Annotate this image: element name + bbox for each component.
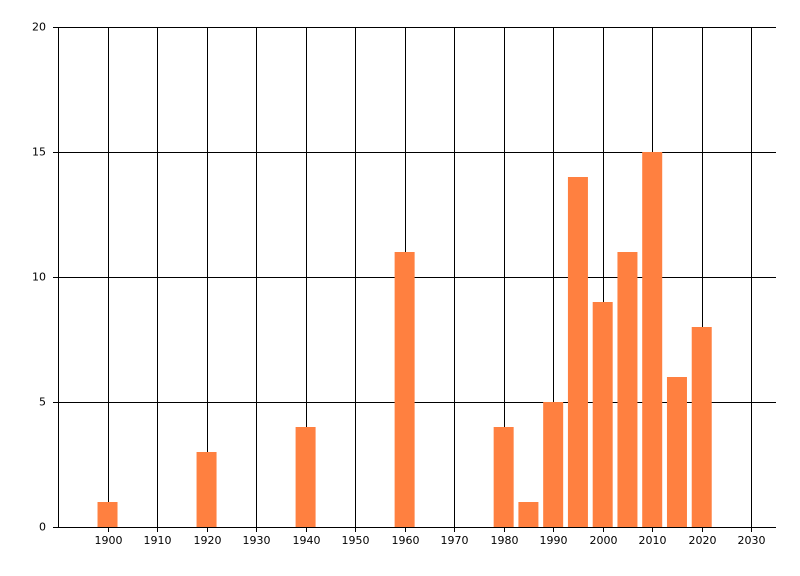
bar: [617, 252, 638, 527]
y-tick-label: 0: [39, 521, 46, 534]
bar: [394, 252, 415, 527]
bar: [196, 452, 217, 527]
y-tick-label: 5: [39, 396, 46, 409]
x-tick-label: 1950: [342, 534, 370, 547]
bar: [691, 327, 712, 527]
x-tick-label: 1920: [194, 534, 222, 547]
bar: [543, 402, 564, 527]
bar: [666, 377, 687, 527]
y-tick-label: 15: [32, 146, 46, 159]
x-tick-label: 2030: [738, 534, 766, 547]
bar: [295, 427, 316, 527]
x-tick-label: 1970: [441, 534, 469, 547]
y-tick-label: 20: [32, 21, 46, 34]
x-tick-label: 2010: [639, 534, 667, 547]
x-tick-label: 1940: [293, 534, 321, 547]
bar: [642, 152, 663, 527]
x-tick-label: 1930: [243, 534, 271, 547]
x-tick-label: 1960: [392, 534, 420, 547]
x-tick-label: 1900: [95, 534, 123, 547]
x-tick-label: 1990: [540, 534, 568, 547]
x-tick-label: 2000: [590, 534, 618, 547]
bar: [518, 502, 539, 527]
x-tick-label: 1980: [491, 534, 519, 547]
x-tick-label: 1910: [144, 534, 172, 547]
bar: [567, 177, 588, 527]
bar: [592, 302, 613, 527]
x-tick-label: 2020: [689, 534, 717, 547]
y-tick-label: 10: [32, 271, 46, 284]
bar: [97, 502, 118, 527]
bar: [493, 427, 514, 527]
